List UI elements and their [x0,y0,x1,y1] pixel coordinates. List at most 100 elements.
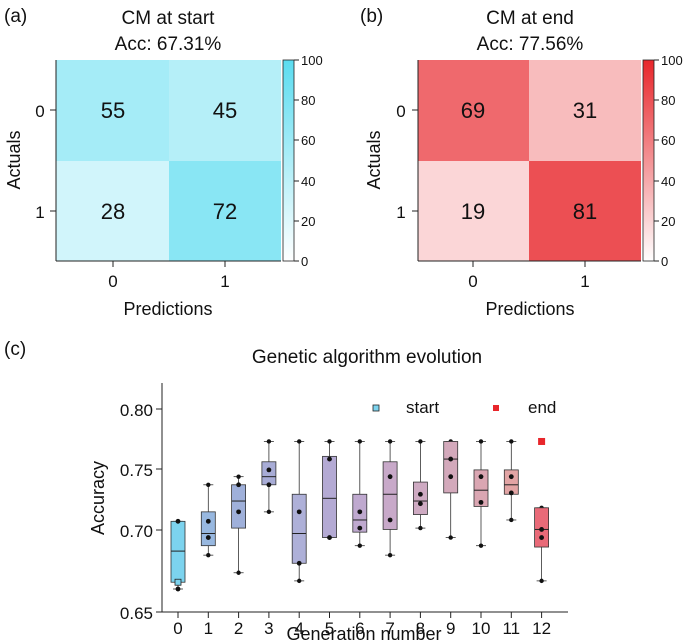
min-point [387,552,393,558]
box-series [170,437,549,592]
xtick-label-1: 1 [204,619,213,638]
legend-start-label: start [406,398,439,417]
panel-label-b: (b) [360,6,383,27]
data-point [205,535,211,540]
xtick-label-5: 5 [325,619,334,638]
max-point [418,439,423,444]
cm-start-cell-1-0 [56,161,169,261]
cm-start-cell-0-1 [169,60,281,161]
xtick-label-7: 7 [385,619,394,638]
data-point [418,501,423,507]
min-point [448,535,453,540]
box-iqr [170,520,186,583]
cm-end-cell-1-0 [418,161,529,261]
cm-end-cell-0-0 [418,60,529,161]
cm-start-xlabel: Predictions [123,299,212,319]
xtick-label-3: 3 [264,619,273,638]
data-point [357,525,363,531]
cbar-a-label-0: 0 [301,254,308,269]
data-point [296,509,302,515]
cbar-a-label-60: 60 [301,133,315,148]
box-gen-3 [261,439,277,515]
cm-start-cell-0-0 [56,60,169,161]
box-xlabel: Generation number [286,624,441,643]
ytick-label-0.65: 0.65 [120,604,153,623]
max-point [266,439,272,444]
cbar-b-label-40: 40 [661,174,675,189]
max-point [509,439,514,444]
cbar-b-label-60: 60 [661,133,675,148]
legend-end-marker [493,405,499,411]
data-point [205,518,211,524]
data-point [175,586,181,592]
data-point [327,535,332,540]
min-point [297,578,302,584]
data-point [266,482,272,488]
cm-start-ytick-label-1: 1 [35,203,44,222]
cm-end-cell-0-1 [529,60,641,161]
cbar-a-label-80: 80 [301,93,315,108]
data-point [266,467,272,473]
cm-end-xtick-label-1: 1 [580,272,589,291]
data-point [236,509,242,515]
xtick-label-10: 10 [472,619,491,638]
xtick-label-6: 6 [355,619,364,638]
box-iqr [291,493,307,564]
cbar-b-label-100: 100 [661,53,683,68]
cm-end-value-0-1: 31 [573,98,597,123]
panel-label-c: (c) [4,339,26,360]
box-gen-12 [534,437,549,584]
legend-start-marker [372,404,380,412]
data-point [387,517,393,523]
box-ylabel: Accuracy [88,461,108,535]
data-point [175,518,181,524]
cm-start-value-1-1: 72 [213,199,237,224]
ytick-label-0.75: 0.75 [120,461,153,480]
ytick-label-0.70: 0.70 [120,522,153,541]
xtick-label-4: 4 [294,619,303,638]
min-point [357,543,362,548]
data-point [478,499,484,505]
box-iqr [322,455,337,538]
start-marker [174,578,182,586]
cm-start-ylabel: Actuals [4,130,24,189]
data-point [539,535,544,540]
max-point [357,439,362,444]
cm-end-ytick-label-1: 1 [396,203,405,222]
data-point [327,456,332,462]
cm-end-colorbar [642,59,655,262]
box-gen-9 [443,439,459,540]
min-point [418,525,423,531]
data-point [448,456,454,462]
data-point [357,509,363,515]
box-gen-4 [291,439,307,584]
cm-end-xlabel: Predictions [485,299,574,319]
box-gen-0 [170,518,186,592]
box-gen-5 [322,439,337,540]
data-point [296,560,302,566]
cm-end-value-1-0: 19 [461,199,485,224]
box-iqr [473,469,489,507]
data-point [508,474,514,480]
xtick-label-2: 2 [234,619,243,638]
cm-start-value-0-0: 55 [101,98,125,123]
box-gen-11 [503,439,519,523]
box-iqr [443,441,459,494]
cm-end-cell-1-1 [529,161,641,261]
cm-start-value-1-0: 28 [101,199,125,224]
box-iqr [261,461,277,486]
data-point [448,474,454,480]
box-yticks: 0.65 0.70 0.75 0.80 [120,401,162,623]
legend-end-label: end [528,398,556,417]
cm-start-xtick-label-1: 1 [220,272,229,291]
box-iqr [382,461,398,530]
cm-end-xtick-label-0: 0 [468,272,477,291]
xtick-label-11: 11 [502,619,520,638]
max-point [297,439,302,444]
max-point [236,474,241,479]
box-title: Genetic algorithm evolution [252,347,482,368]
cm-end-title: CM at end [486,8,574,29]
box-gen-10 [473,439,489,548]
cm-end-ytick-label-0: 0 [396,102,405,121]
data-point [418,491,423,497]
